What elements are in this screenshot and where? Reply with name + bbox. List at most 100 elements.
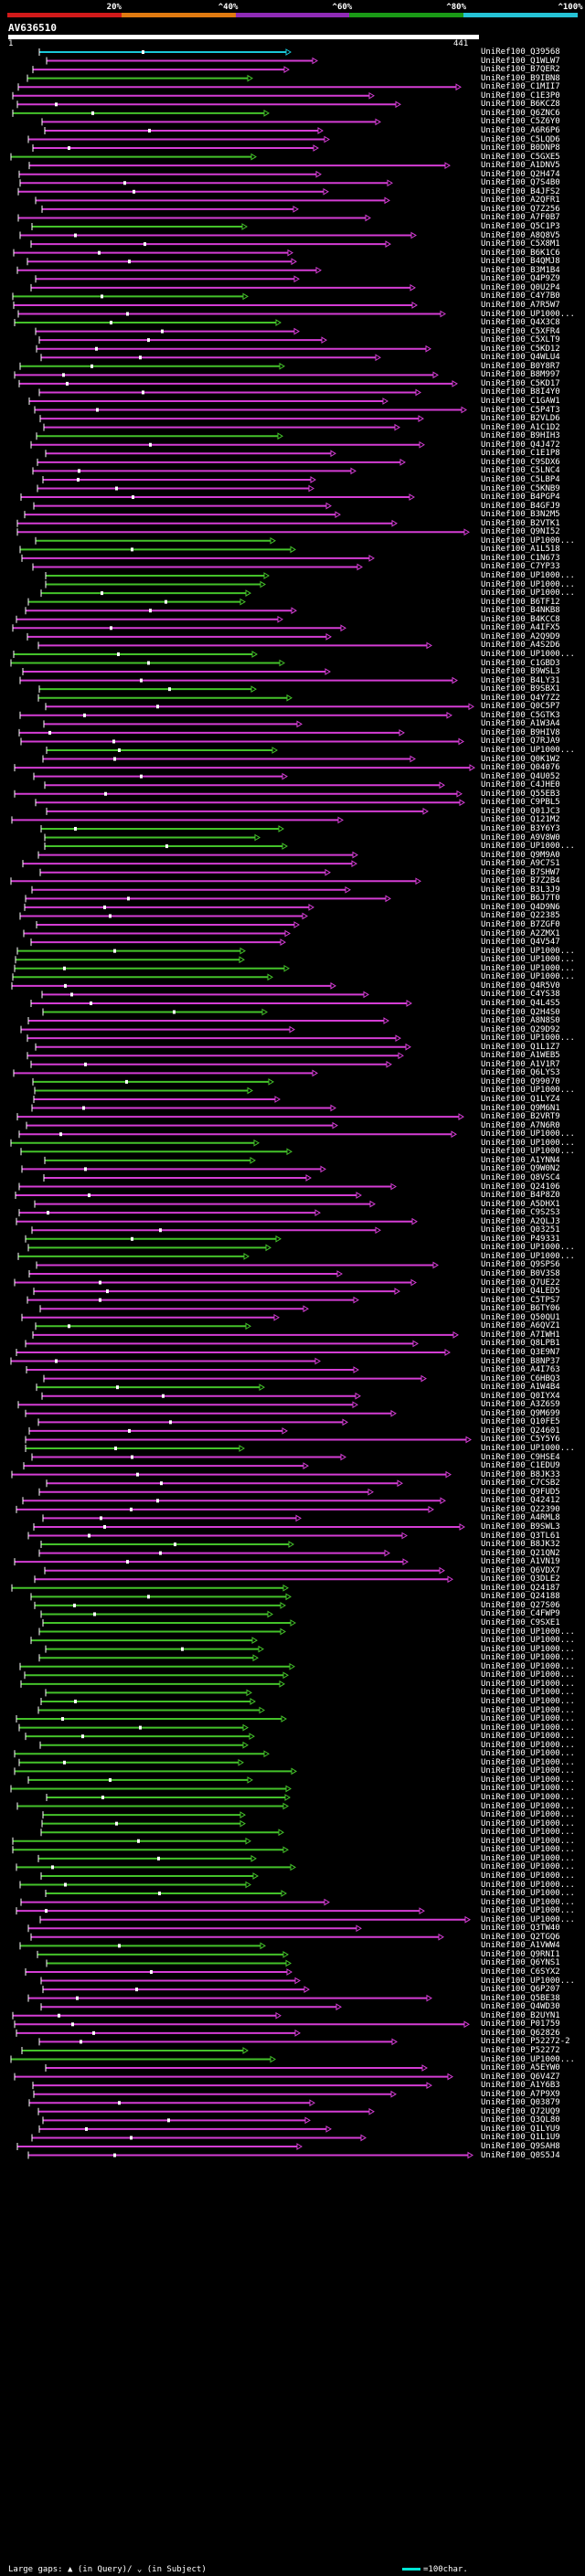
hit-link[interactable]: UniRef100_Q6P207	[481, 1985, 560, 1995]
hit-link[interactable]: UniRef100_Q9SAH8	[481, 2142, 560, 2151]
hit-link[interactable]: UniRef100_B9HIV8	[481, 727, 560, 737]
hit-link[interactable]: UniRef100_UP1000...	[481, 2054, 575, 2064]
hit-link[interactable]: UniRef100_Q9NI52	[481, 527, 560, 537]
hit-link[interactable]: UniRef100_UP1000...	[481, 1714, 575, 1724]
hit-link[interactable]: UniRef100_B3L3J9	[481, 885, 560, 895]
hit-link[interactable]: UniRef100_UP1000...	[481, 972, 575, 982]
hit-link[interactable]: UniRef100_UP1000...	[481, 1906, 575, 1916]
hit-link[interactable]: UniRef100_Q3QL80	[481, 2115, 560, 2125]
hit-link[interactable]: UniRef100_A2Q9D9	[481, 631, 560, 641]
hit-link[interactable]: UniRef100_C5XLT9	[481, 335, 560, 345]
hit-link[interactable]: UniRef100_Q9RNI1	[481, 1949, 560, 1959]
hit-link[interactable]: UniRef100_C9S2S3	[481, 1208, 560, 1218]
hit-link[interactable]: UniRef100_Q0U2P4	[481, 282, 560, 292]
hit-link[interactable]: UniRef100_Q0C5P7	[481, 702, 560, 712]
hit-link[interactable]: UniRef100_UP1000...	[481, 1627, 575, 1637]
hit-link[interactable]: UniRef100_B6K1C6	[481, 248, 560, 258]
hit-link[interactable]: UniRef100_A4S2D6	[481, 641, 560, 651]
hit-link[interactable]: UniRef100_Q24601	[481, 1426, 560, 1436]
hit-link[interactable]: UniRef100_UP1000...	[481, 1793, 575, 1802]
hit-link[interactable]: UniRef100_A2QLJ3	[481, 1216, 560, 1226]
hit-link[interactable]: UniRef100_Q121M2	[481, 815, 560, 825]
hit-link[interactable]: UniRef100_UP1000...	[481, 1845, 575, 1855]
hit-link[interactable]: UniRef100_A1Y6B3	[481, 2081, 560, 2091]
hit-link[interactable]: UniRef100_Q10FE5	[481, 1417, 560, 1427]
hit-link[interactable]: UniRef100_Q22385	[481, 911, 560, 921]
hit-link[interactable]: UniRef100_Q22390	[481, 1504, 560, 1514]
hit-link[interactable]: UniRef100_Q6V4Z7	[481, 2072, 560, 2082]
hit-link[interactable]: UniRef100_Q5C1P3	[481, 222, 560, 231]
hit-link[interactable]: UniRef100_UP1000...	[481, 1644, 575, 1654]
hit-link[interactable]: UniRef100_B4JFS2	[481, 186, 560, 196]
hit-link[interactable]: UniRef100_UP1000...	[481, 1880, 575, 1890]
hit-link[interactable]: UniRef100_Q4D9N6	[481, 902, 560, 912]
hit-link[interactable]: UniRef100_C5XFR4	[481, 326, 560, 336]
hit-link[interactable]: UniRef100_UP1000...	[481, 1732, 575, 1742]
hit-link[interactable]: UniRef100_A1W4B4	[481, 1383, 560, 1393]
hit-link[interactable]: UniRef100_B3N2M5	[481, 510, 560, 520]
hit-link[interactable]: UniRef100_A1WEB5	[481, 1051, 560, 1061]
hit-link[interactable]: UniRef100_B4GFJ9	[481, 501, 560, 511]
hit-link[interactable]: UniRef100_UP1000...	[481, 1871, 575, 1881]
hit-link[interactable]: UniRef100_C5KD12	[481, 344, 560, 354]
hit-link[interactable]: UniRef100_A5EYW0	[481, 2063, 560, 2073]
hit-link[interactable]: UniRef100_B8JK33	[481, 1469, 560, 1479]
hit-link[interactable]: UniRef100_B4NKB8	[481, 606, 560, 616]
hit-link[interactable]: UniRef100_Q7S4B0	[481, 178, 560, 188]
hit-link[interactable]: UniRef100_C1N673	[481, 553, 560, 563]
hit-link[interactable]: UniRef100_C5KNB9	[481, 483, 560, 493]
hit-link[interactable]: UniRef100_C6SYX2	[481, 1967, 560, 1977]
hit-link[interactable]: UniRef100_B9SWL3	[481, 1521, 560, 1532]
hit-link[interactable]: UniRef100_UP1000...	[481, 1086, 575, 1096]
hit-link[interactable]: UniRef100_Q1LYZ4	[481, 1095, 560, 1104]
hit-link[interactable]: UniRef100_Q1LYU9	[481, 2124, 560, 2134]
hit-link[interactable]: UniRef100_A1DNV5	[481, 161, 560, 171]
hit-link[interactable]: UniRef100_C5LNC4	[481, 466, 560, 476]
hit-link[interactable]: UniRef100_UP1000...	[481, 1723, 575, 1733]
hit-link[interactable]: UniRef100_UP1000...	[481, 746, 575, 755]
hit-link[interactable]: UniRef100_B2VTK1	[481, 518, 560, 528]
hit-link[interactable]: UniRef100_A7P9X9	[481, 2089, 560, 2099]
hit-link[interactable]: UniRef100_UP1000...	[481, 1976, 575, 1986]
hit-link[interactable]: UniRef100_C1GBD3	[481, 658, 560, 668]
hit-link[interactable]: UniRef100_B9WSL3	[481, 667, 560, 677]
hit-link[interactable]: UniRef100_B3M1B4	[481, 265, 560, 275]
hit-link[interactable]: UniRef100_Q7UE22	[481, 1277, 560, 1288]
hit-link[interactable]: UniRef100_Q4R5V0	[481, 981, 560, 991]
hit-link[interactable]: UniRef100_Q7RJA9	[481, 737, 560, 747]
hit-link[interactable]: UniRef100_A5DHX1	[481, 1199, 560, 1209]
hit-link[interactable]: UniRef100_A4RML8	[481, 1513, 560, 1523]
hit-link[interactable]: UniRef100_Q3E9N7	[481, 1347, 560, 1357]
hit-link[interactable]: UniRef100_UP1000...	[481, 649, 575, 659]
hit-link[interactable]: UniRef100_B7SHW7	[481, 867, 560, 877]
hit-link[interactable]: UniRef100_B4KCC8	[481, 614, 560, 624]
hit-link[interactable]: UniRef100_UP1000...	[481, 1853, 575, 1863]
hit-link[interactable]: UniRef100_UP1000...	[481, 1828, 575, 1838]
hit-link[interactable]: UniRef100_Q0IYX4	[481, 1391, 560, 1401]
hit-link[interactable]: UniRef100_Q9FUD5	[481, 1487, 560, 1497]
hit-link[interactable]: UniRef100_UP1000...	[481, 1696, 575, 1706]
hit-link[interactable]: UniRef100_Q8VSC4	[481, 1172, 560, 1182]
hit-link[interactable]: UniRef100_UP1000...	[481, 309, 575, 319]
hit-link[interactable]: UniRef100_A4IFX5	[481, 623, 560, 633]
hit-link[interactable]: UniRef100_Q8LPB1	[481, 1339, 560, 1349]
hit-link[interactable]: UniRef100_Q42412	[481, 1496, 560, 1506]
hit-link[interactable]: UniRef100_UP1000...	[481, 963, 575, 973]
hit-link[interactable]: UniRef100_UP1000...	[481, 1914, 575, 1924]
hit-link[interactable]: UniRef100_B4PGP4	[481, 493, 560, 503]
hit-link[interactable]: UniRef100_UP1000...	[481, 1688, 575, 1698]
hit-link[interactable]: UniRef100_UP1000...	[481, 1034, 575, 1044]
hit-link[interactable]: UniRef100_C4YS38	[481, 990, 560, 1000]
hit-link[interactable]: UniRef100_Q2H4S0	[481, 1007, 560, 1017]
hit-link[interactable]: UniRef100_B2VRT9	[481, 1112, 560, 1122]
hit-link[interactable]: UniRef100_UP1000...	[481, 1444, 575, 1453]
hit-link[interactable]: UniRef100_C5LBP4	[481, 474, 560, 484]
hit-link[interactable]: UniRef100_Q24106	[481, 1182, 560, 1192]
hit-link[interactable]: UniRef100_A1VN19	[481, 1557, 560, 1567]
hit-link[interactable]: UniRef100_A7N6R0	[481, 1120, 560, 1130]
hit-link[interactable]: UniRef100_A8N8S0	[481, 1016, 560, 1026]
hit-link[interactable]: UniRef100_B4QMJ8	[481, 257, 560, 267]
hit-link[interactable]: UniRef100_Q7Z256	[481, 204, 560, 214]
hit-link[interactable]: UniRef100_UP1000...	[481, 1138, 575, 1148]
hit-link[interactable]: UniRef100_C9PBL5	[481, 798, 560, 808]
